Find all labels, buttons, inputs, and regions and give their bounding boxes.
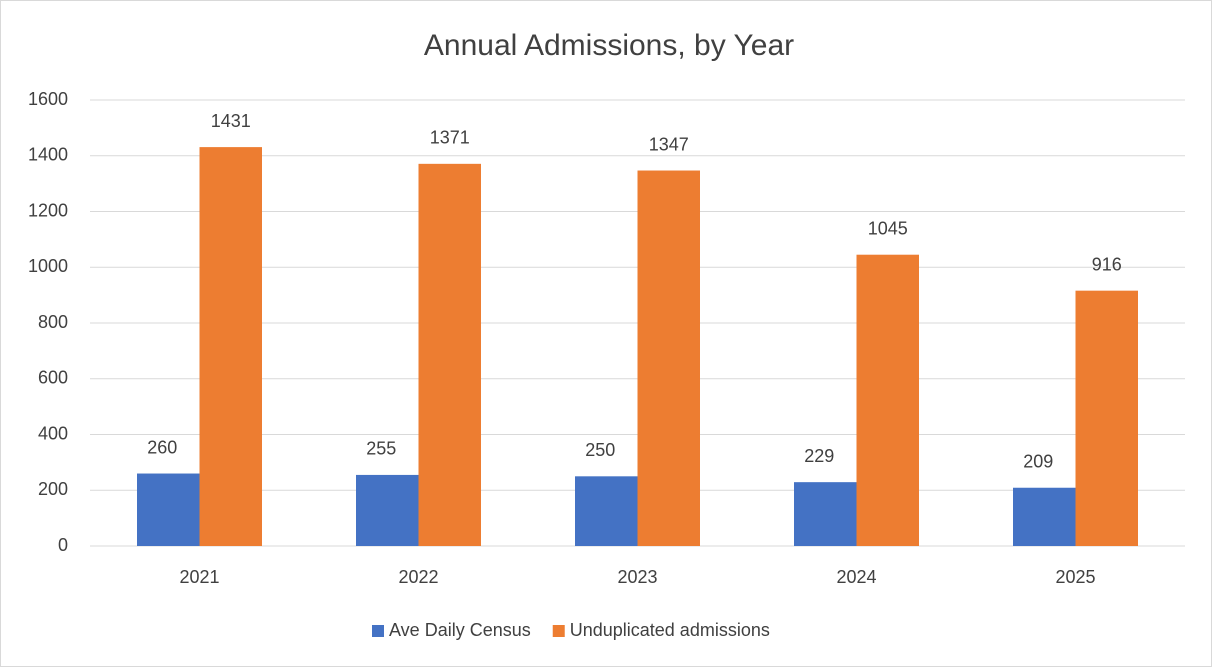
bar (137, 473, 200, 546)
y-tick-label: 600 (38, 368, 68, 388)
data-label: 1431 (211, 111, 251, 131)
legend-label: Unduplicated admissions (570, 620, 770, 640)
x-tick-label: 2023 (617, 567, 657, 587)
x-tick-label: 2021 (179, 567, 219, 587)
data-label: 1347 (649, 134, 689, 154)
bar (794, 482, 857, 546)
y-tick-label: 200 (38, 479, 68, 499)
data-label: 250 (585, 440, 615, 460)
data-label: 916 (1092, 254, 1122, 274)
bar (1013, 487, 1076, 546)
bar (1075, 290, 1138, 546)
data-label: 209 (1023, 451, 1053, 471)
bar (418, 163, 481, 547)
y-tick-label: 1400 (28, 145, 68, 165)
legend-swatch (372, 625, 384, 637)
y-tick-label: 400 (38, 423, 68, 443)
legend-swatch (552, 625, 565, 637)
bar (575, 476, 638, 546)
data-label: 1371 (430, 128, 470, 148)
y-tick-label: 1000 (28, 256, 68, 276)
x-tick-label: 2025 (1055, 567, 1095, 587)
data-label: 255 (366, 439, 396, 459)
x-tick-label: 2022 (398, 567, 438, 587)
bar (856, 254, 919, 547)
y-tick-label: 1200 (28, 200, 68, 220)
data-label: 229 (804, 446, 834, 466)
bar (637, 170, 700, 546)
y-tick-label: 0 (58, 535, 68, 555)
x-tick-label: 2024 (836, 567, 876, 587)
bar (199, 147, 262, 546)
y-tick-label: 1600 (28, 89, 68, 109)
y-tick-label: 800 (38, 312, 68, 332)
legend-label: Ave Daily Census (389, 620, 531, 640)
data-label: 1045 (868, 218, 908, 238)
bar (356, 474, 419, 546)
chart-title: Annual Admissions, by Year (424, 29, 794, 62)
data-label: 260 (147, 437, 177, 457)
